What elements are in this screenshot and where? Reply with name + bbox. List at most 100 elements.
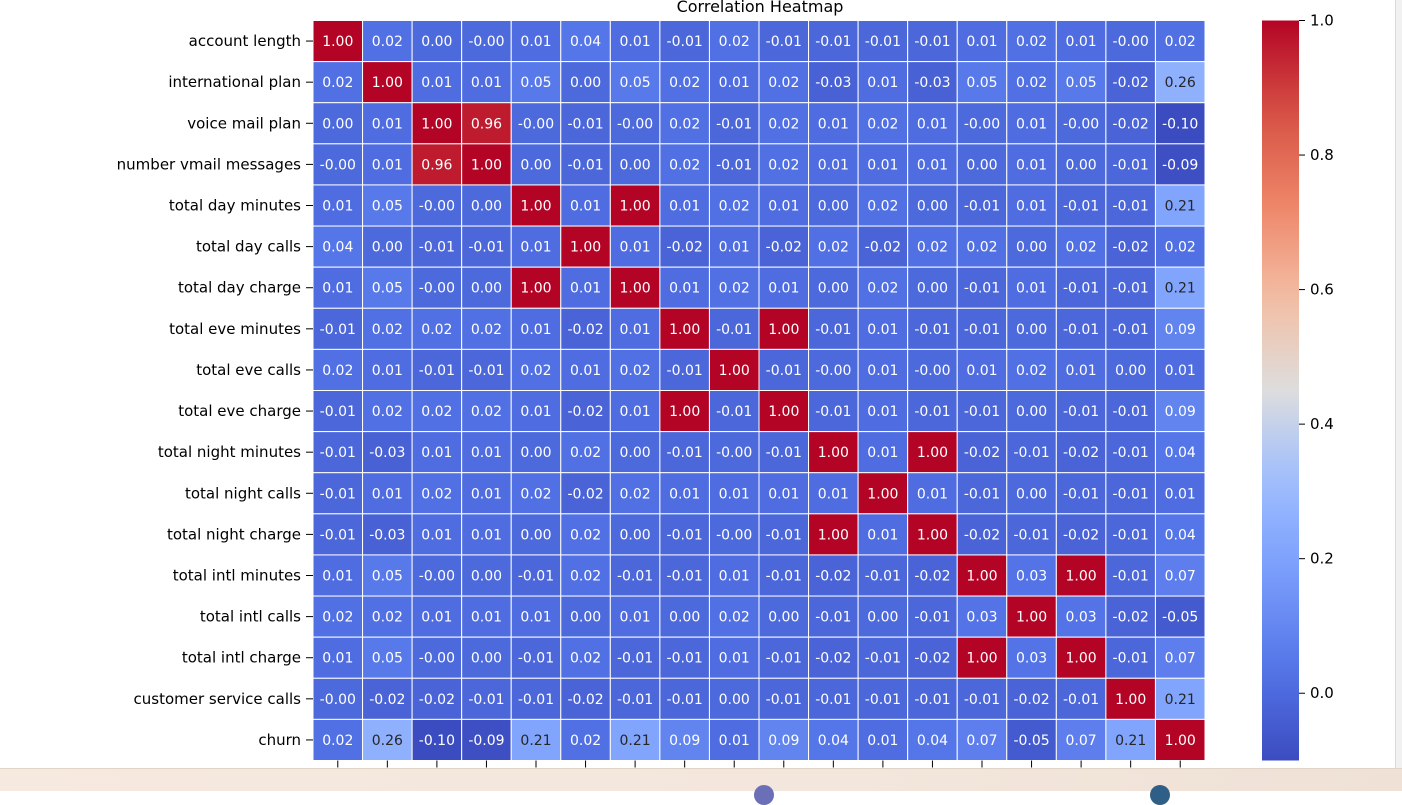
- cell-value-label: 0.02: [768, 116, 799, 132]
- heatmap-cell: [758, 677, 810, 720]
- colorbar-tick-label: 1.0: [1310, 12, 1334, 30]
- heatmap-cell: [1055, 554, 1107, 597]
- cell-value-label: 0.09: [768, 733, 799, 749]
- cell-value-label: -0.01: [320, 404, 356, 420]
- heatmap-cell: [510, 225, 562, 268]
- cell-value-label: 0.02: [372, 610, 403, 626]
- cell-value-label: -0.01: [766, 34, 802, 50]
- heatmap-cell: [708, 431, 760, 474]
- cell-value-label: 1.00: [570, 240, 601, 256]
- cell-value-label: 0.01: [917, 116, 948, 132]
- cell-value-label: -0.01: [1063, 322, 1099, 338]
- cell-value-label: 0.01: [471, 610, 502, 626]
- heatmap-cell: [808, 636, 859, 679]
- row-label: churn: [258, 731, 301, 749]
- cell-value-label: -0.01: [815, 610, 851, 626]
- heatmap-cell: [808, 61, 859, 104]
- heatmap-cell: [956, 677, 1008, 720]
- heatmap-cell: [659, 595, 710, 638]
- cell-value-label: 0.05: [1066, 75, 1097, 91]
- heatmap-cell: [758, 102, 810, 145]
- cell-value-label: 0.01: [620, 34, 651, 50]
- cell-value-label: 0.01: [570, 281, 601, 297]
- cell-value-label: -0.01: [667, 527, 703, 543]
- heatmap-cell: [1006, 184, 1057, 227]
- colorbar-tick-label: 0.8: [1310, 146, 1334, 164]
- cell-value-label: 1.00: [768, 404, 799, 420]
- cell-value-label: 0.02: [322, 363, 353, 379]
- heatmap-cell: [808, 554, 859, 597]
- cell-value-label: 0.04: [570, 34, 601, 50]
- heatmap-cell: [1105, 554, 1156, 597]
- heatmap-cell: [510, 61, 562, 104]
- cell-value-label: 0.00: [1066, 157, 1097, 173]
- cell-value-label: -0.01: [716, 404, 752, 420]
- heatmap-cell: [708, 472, 760, 515]
- heatmap-cell: [312, 431, 364, 474]
- cell-value-label: 0.02: [1016, 363, 1047, 379]
- cell-value-label: 0.01: [322, 569, 353, 585]
- cell-value-label: 0.21: [1165, 692, 1196, 708]
- cell-value-label: -0.01: [320, 322, 356, 338]
- cell-value-label: 0.01: [867, 527, 898, 543]
- cell-value-label: -0.02: [964, 527, 1000, 543]
- cell-value-label: 0.01: [768, 486, 799, 502]
- cell-value-label: 1.00: [867, 486, 898, 502]
- cell-value-label: 0.02: [719, 610, 750, 626]
- cell-value-label: 0.02: [570, 569, 601, 585]
- cell-value-label: -0.00: [419, 569, 455, 585]
- cell-value-label: -0.02: [914, 651, 950, 667]
- heatmap-cell: [956, 143, 1008, 186]
- cell-value-label: -0.01: [419, 240, 455, 256]
- cell-value-label: 0.01: [1016, 116, 1047, 132]
- cell-value-label: 0.03: [1016, 569, 1047, 585]
- heatmap-cell: [907, 554, 958, 597]
- heatmap-cell: [1006, 554, 1057, 597]
- heatmap-cell: [1154, 102, 1206, 145]
- cell-value-label: -0.01: [667, 363, 703, 379]
- heatmap-cell: [411, 348, 463, 391]
- cell-value-label: 0.05: [966, 75, 997, 91]
- cell-value-label: -0.01: [1113, 157, 1149, 173]
- cell-value-label: 0.26: [372, 733, 403, 749]
- cell-value-label: -0.01: [1063, 199, 1099, 215]
- cell-value-label: 0.01: [372, 363, 403, 379]
- cell-value-label: 0.00: [570, 75, 601, 91]
- cell-value-label: 0.02: [867, 199, 898, 215]
- heatmap-cell: [1154, 266, 1206, 309]
- heatmap-cell: [907, 513, 958, 556]
- heatmap-cell: [362, 307, 413, 350]
- heatmap-cell: [461, 102, 512, 145]
- heatmap-cell: [659, 225, 710, 268]
- cell-value-label: 0.02: [421, 486, 452, 502]
- taskbar-app-icon[interactable]: [1150, 785, 1170, 805]
- heatmap-cell: [808, 266, 859, 309]
- cell-value-label: 0.01: [372, 116, 403, 132]
- cell-value-label: 0.00: [768, 610, 799, 626]
- cell-value-label: 0.00: [917, 281, 948, 297]
- cell-value-label: 0.02: [322, 610, 353, 626]
- cell-value-label: -0.01: [518, 651, 554, 667]
- cell-value-label: -0.01: [518, 569, 554, 585]
- cell-value-label: -0.01: [766, 692, 802, 708]
- heatmap-cell: [1154, 61, 1206, 104]
- cell-value-label: 0.04: [1165, 527, 1196, 543]
- heatmap-cell: [659, 431, 710, 474]
- cell-value-label: 0.01: [818, 116, 849, 132]
- cell-value-label: -0.00: [716, 527, 752, 543]
- heatmap-cell: [808, 431, 859, 474]
- taskbar-app-icon[interactable]: [754, 785, 774, 805]
- row-label: total eve charge: [178, 402, 301, 420]
- cell-value-label: 1.00: [620, 281, 651, 297]
- cell-value-label: -0.00: [320, 157, 356, 173]
- cell-value-label: -0.00: [617, 116, 653, 132]
- heatmap-cell: [907, 61, 958, 104]
- cell-value-label: 0.09: [669, 733, 700, 749]
- cell-value-label: 0.09: [1165, 322, 1196, 338]
- cell-value-label: -0.01: [1113, 486, 1149, 502]
- cell-value-label: 0.01: [520, 34, 551, 50]
- cell-value-label: -0.02: [1113, 610, 1149, 626]
- heatmap-cell: [1154, 472, 1206, 515]
- heatmap-cell: [312, 102, 364, 145]
- row-label: total eve minutes: [169, 320, 301, 338]
